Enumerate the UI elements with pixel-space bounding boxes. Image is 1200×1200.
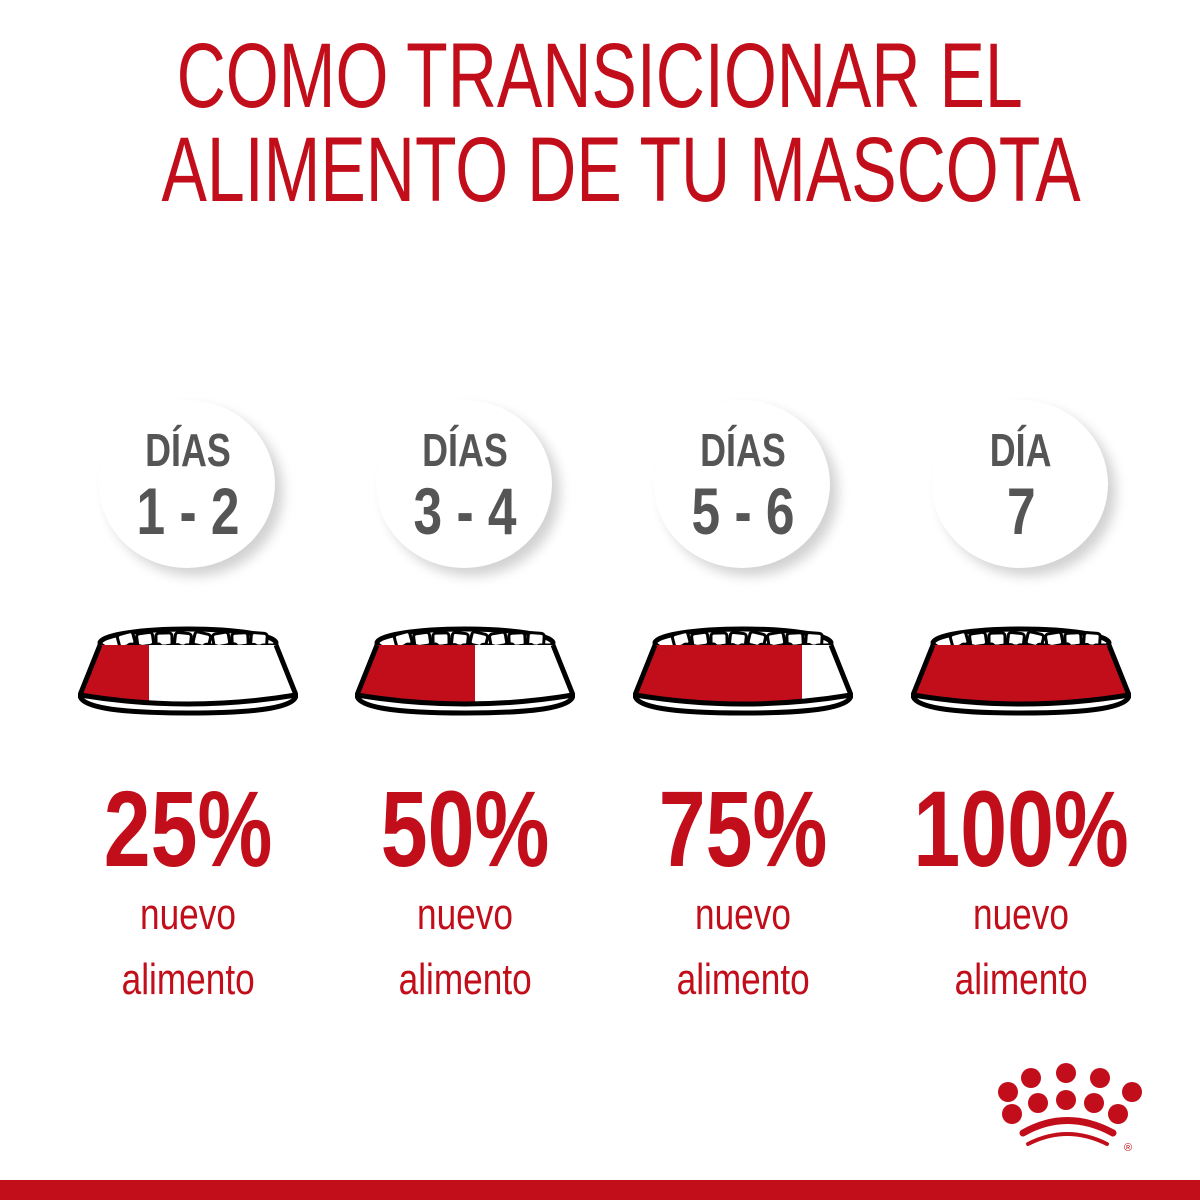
step-2: DÍAS 3 - 4 50% nuevo alimento — [326, 395, 604, 1015]
title-line-2: ALIMENTO DE TU MASCOTA — [161, 119, 1081, 221]
bottom-bar — [0, 1180, 1200, 1200]
day-range: 5 - 6 — [691, 474, 795, 548]
svg-text:®: ® — [1124, 1142, 1132, 1154]
food-bowl-icon — [78, 626, 298, 716]
caption-line-2: alimento — [398, 955, 532, 1004]
caption-line-2: alimento — [954, 955, 1088, 1004]
percent-value: 25% — [103, 768, 273, 889]
percent-value: 100% — [913, 768, 1129, 889]
food-bowl-icon — [911, 626, 1131, 716]
day-circle — [654, 400, 830, 568]
step-1: DÍAS 1 - 2 25% nuevo alimento — [49, 395, 327, 1015]
royal-canin-logo: ® — [998, 1063, 1142, 1154]
day-label: DÍAS — [145, 424, 231, 476]
day-label: DÍAS — [700, 424, 786, 476]
day-range: 1 - 2 — [136, 474, 240, 548]
day-label: DÍA — [990, 424, 1052, 476]
food-bowl-icon — [355, 626, 575, 716]
day-range: 3 - 4 — [413, 474, 517, 548]
day-circle — [932, 400, 1108, 568]
percent-value: 50% — [380, 768, 550, 889]
day-circle — [99, 400, 275, 568]
caption-line-2: alimento — [676, 955, 810, 1004]
caption-line-1: nuevo — [140, 890, 236, 939]
caption-line-2: alimento — [121, 955, 255, 1004]
percent-value: 75% — [658, 768, 828, 889]
new-food-fill — [635, 645, 802, 704]
new-food-fill — [913, 645, 1129, 704]
day-range: 7 — [1006, 474, 1036, 548]
title-line-1: COMO TRANSICIONAR EL — [176, 25, 1024, 127]
caption-line-1: nuevo — [695, 890, 791, 939]
new-food-fill — [357, 645, 475, 704]
food-bowl-icon — [633, 626, 853, 716]
step-4: DÍA 7 100% nuevo alimento — [882, 395, 1160, 1015]
caption-line-1: nuevo — [417, 890, 513, 939]
caption-line-1: nuevo — [973, 890, 1069, 939]
day-circle — [376, 400, 552, 568]
day-label: DÍAS — [422, 424, 508, 476]
step-3: DÍAS 5 - 6 75% nuevo alimento — [604, 395, 882, 1015]
